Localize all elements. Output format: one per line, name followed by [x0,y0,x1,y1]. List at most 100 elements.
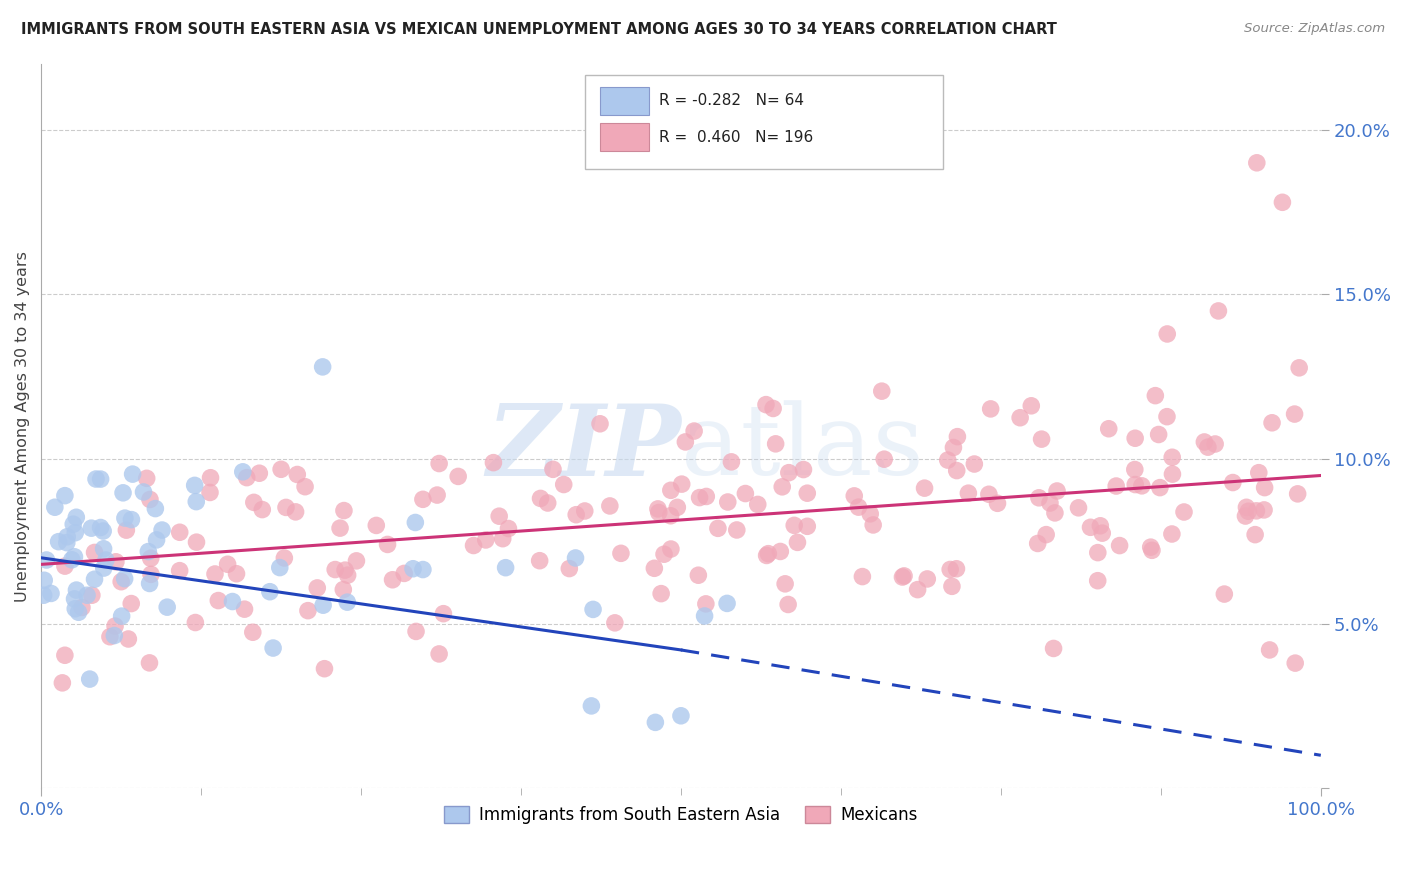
Point [778,466,800,480]
Point [498,522,520,536]
Point [284,505,307,519]
Point [135,471,157,485]
Point [589,417,612,431]
Point [796,519,818,533]
Y-axis label: Unemployment Among Ages 30 to 34 years: Unemployment Among Ages 30 to 34 years [15,251,30,601]
Point [104,555,127,569]
Point [1258,643,1281,657]
Point [83,545,105,559]
Point [765,437,787,451]
Point [143,501,166,516]
Point [91,524,114,538]
Point [447,469,470,483]
Bar [600,123,650,151]
Point [643,561,665,575]
Point [671,477,693,491]
Point [138,576,160,591]
Point [297,604,319,618]
Point [734,486,756,500]
Point [145,533,167,547]
Point [65,601,87,615]
Point [488,509,510,524]
Point [1043,506,1066,520]
Point [1288,360,1310,375]
Point [1234,500,1257,515]
Point [1246,156,1268,170]
Point [51,676,73,690]
Point [111,609,134,624]
Point [392,566,415,581]
Point [329,521,352,535]
Point [796,486,818,500]
Point [786,535,808,549]
Point [221,594,243,608]
Point [1286,487,1309,501]
Text: Source: ZipAtlas.com: Source: ZipAtlas.com [1244,22,1385,36]
Point [48,534,70,549]
Point [138,544,160,558]
Point [110,574,132,589]
Point [553,477,575,491]
Point [463,539,485,553]
Point [84,472,107,486]
Point [1139,540,1161,554]
Point [1222,475,1244,490]
Point [1010,410,1032,425]
Point [104,619,127,633]
Point [242,625,264,640]
Point [1091,526,1114,541]
Text: ZIP: ZIP [486,400,681,496]
Point [1035,527,1057,541]
Point [1090,518,1112,533]
Point [941,579,963,593]
Point [529,554,551,568]
Point [673,434,696,449]
Point [32,574,55,588]
Point [529,491,551,506]
Point [495,560,517,574]
Point [115,523,138,537]
Point [762,401,785,416]
Point [773,577,796,591]
Point [957,486,980,500]
Point [427,457,450,471]
Point [307,581,329,595]
Point [565,508,588,522]
Point [1042,641,1064,656]
Point [659,542,682,557]
Point [56,530,79,544]
Point [720,455,742,469]
Point [848,500,870,515]
Point [80,521,103,535]
Point [942,441,965,455]
Point [252,502,274,516]
Point [412,563,434,577]
Point [35,553,58,567]
Point [432,607,454,621]
Point [1261,416,1284,430]
Point [1173,505,1195,519]
Point [755,549,778,563]
Point [1087,546,1109,560]
Point [1161,467,1184,482]
Point [859,507,882,521]
Point [669,708,692,723]
Point [717,495,740,509]
Point [1031,432,1053,446]
Point [259,584,281,599]
Point [893,569,915,583]
Point [648,506,671,520]
Point [1246,504,1268,518]
Point [1080,520,1102,534]
Point [1123,431,1146,445]
Point [1253,503,1275,517]
Point [117,632,139,646]
Point [747,497,769,511]
Point [233,602,256,616]
Point [121,467,143,482]
Point [186,535,208,549]
Point [76,588,98,602]
Point [366,518,388,533]
Point [94,553,117,567]
Point [132,485,155,500]
